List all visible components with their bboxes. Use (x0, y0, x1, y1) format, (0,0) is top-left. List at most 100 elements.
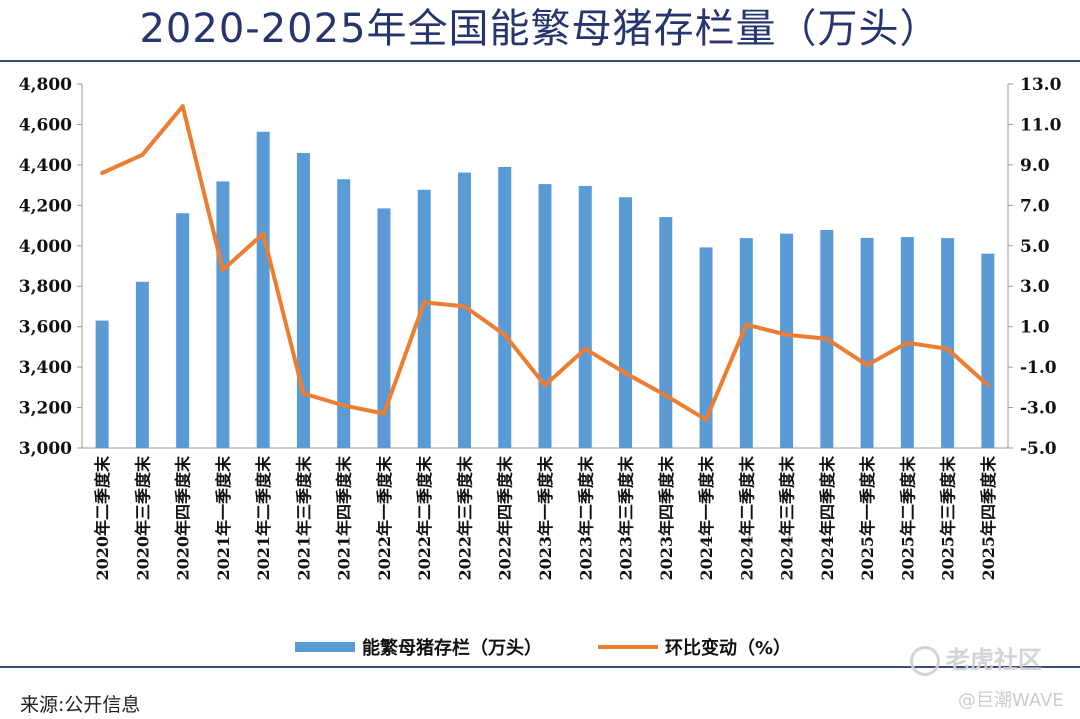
bar (699, 247, 713, 448)
line-point (422, 300, 427, 305)
category-label: 2022年一季度末 (375, 455, 394, 581)
right-tick-label: 1.0 (1020, 318, 1050, 338)
category-axis-labels: 2020年二季度末 2020年三季度末 2020年四季度末 2021年一季度末 2021… (93, 455, 998, 581)
category-label: 2021年一季度末 (214, 455, 233, 581)
category-label: 2020年三季度末 (133, 455, 152, 581)
line-point (663, 393, 668, 398)
left-tick-label: 3,400 (19, 358, 72, 378)
category-label: 2021年三季度末 (294, 455, 313, 581)
right-tick-label: 3.0 (1020, 277, 1050, 297)
line-point (623, 371, 628, 376)
bar (176, 213, 190, 448)
right-tick-label: 9.0 (1020, 156, 1050, 176)
category-label: 2022年四季度末 (496, 455, 515, 581)
line-point (583, 346, 588, 351)
right-tick-label: 11.0 (1020, 115, 1062, 135)
footer-divider (0, 666, 1080, 668)
category-label: 2021年二季度末 (254, 455, 273, 581)
left-tick-label: 3,200 (19, 399, 72, 419)
author-handle: @巨潮WAVE (958, 690, 1064, 711)
line-point (543, 383, 547, 388)
line-point (704, 417, 709, 422)
line-point (824, 336, 829, 341)
line-point (462, 304, 467, 309)
bar (296, 152, 310, 449)
category-label: 2022年三季度末 (455, 455, 474, 581)
bar (498, 166, 512, 448)
category-label: 2024年四季度末 (818, 455, 837, 581)
left-tick-label: 3,600 (19, 318, 72, 338)
line-point (180, 104, 185, 109)
right-tick-label: 7.0 (1020, 196, 1050, 216)
right-axis-ticks: -5.0 -3.0 -1.0 1.0 3.0 5.0 7.0 9.0 11.0 13.0 (1008, 75, 1062, 459)
bar (457, 172, 471, 448)
line-point (100, 170, 105, 175)
category-label: 2021年四季度末 (335, 455, 354, 581)
left-tick-label: 4,000 (19, 237, 72, 257)
category-label: 2025年三季度末 (939, 455, 958, 581)
left-axis-ticks: 3,000 3,200 3,400 3,600 3,800 4,000 4,200 4,400… (19, 75, 82, 459)
right-tick-label: 5.0 (1020, 237, 1050, 257)
bar (256, 131, 270, 449)
bar (216, 181, 230, 448)
line-point (301, 391, 306, 396)
bar (578, 185, 592, 449)
watermark-text: 老虎社区 (946, 646, 1042, 674)
category-label: 2023年四季度末 (657, 455, 676, 581)
chart-title: 2020-2025年全国能繁母猪存栏量（万头） (139, 6, 941, 52)
legend-line-label: 环比变动（%） (665, 637, 791, 659)
bar (619, 197, 633, 448)
right-tick-label: -5.0 (1020, 439, 1057, 459)
bar (659, 217, 673, 448)
bar (739, 238, 753, 448)
line-point (985, 383, 990, 388)
category-label: 2025年四季度末 (979, 455, 998, 581)
category-label: 2023年一季度末 (536, 455, 555, 581)
bar (95, 320, 109, 448)
line-point (381, 411, 386, 416)
left-tick-label: 4,400 (19, 156, 72, 176)
title-divider (0, 60, 1080, 62)
bar (417, 189, 431, 449)
line-point (140, 152, 145, 157)
line-point (865, 363, 870, 368)
bar-series (95, 131, 995, 449)
line-point (905, 340, 910, 345)
line-point (945, 346, 950, 351)
right-tick-label: -1.0 (1020, 358, 1057, 378)
legend-bar-swatch (295, 642, 355, 652)
line-point (502, 332, 507, 337)
category-label: 2024年一季度末 (697, 455, 716, 581)
left-tick-label: 4,200 (19, 196, 72, 216)
bar (135, 281, 149, 448)
left-tick-label: 3,000 (19, 439, 72, 459)
line-point (220, 268, 225, 273)
bar (780, 233, 794, 448)
right-tick-label: -3.0 (1020, 399, 1057, 419)
line-series (100, 104, 990, 422)
bar (941, 238, 955, 448)
legend-bar-label: 能繁母猪存栏（万头） (362, 637, 542, 659)
category-label: 2024年二季度末 (737, 455, 756, 581)
category-label: 2025年二季度末 (898, 455, 917, 581)
line-point (261, 231, 266, 236)
left-tick-label: 3,800 (19, 277, 72, 297)
category-label: 2023年三季度末 (617, 455, 636, 581)
left-tick-label: 4,600 (19, 115, 72, 135)
bar (538, 184, 552, 448)
category-label: 2022年二季度末 (415, 455, 434, 581)
legend: 能繁母猪存栏（万头） 环比变动（%） (295, 637, 791, 659)
line-point (744, 322, 749, 327)
watermark-logo-icon (910, 646, 940, 676)
category-label: 2023年二季度末 (576, 455, 595, 581)
bar (337, 179, 351, 448)
category-label: 2025年一季度末 (858, 455, 877, 581)
line-point (341, 403, 346, 408)
source-note: 来源:公开信息 (20, 694, 141, 716)
right-tick-label: 13.0 (1020, 75, 1062, 95)
bar (377, 208, 391, 448)
combo-chart: 3,000 3,200 3,400 3,600 3,800 4,000 4,200 4,400… (19, 75, 1062, 659)
left-tick-label: 4,800 (19, 75, 72, 95)
category-label: 2020年四季度末 (174, 455, 193, 581)
bar (981, 253, 995, 448)
